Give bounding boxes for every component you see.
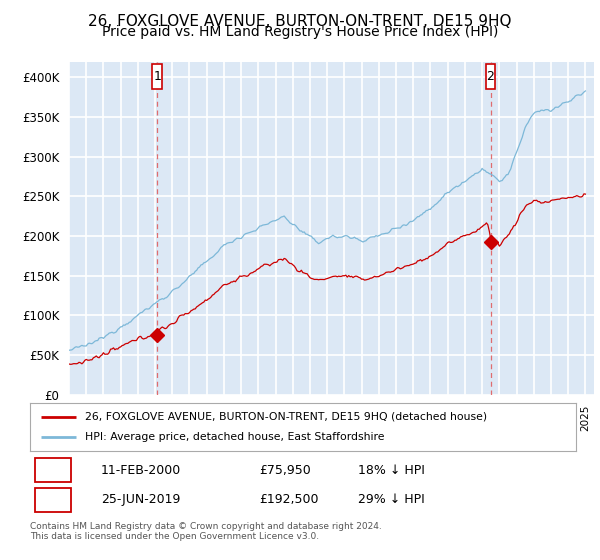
Text: This data is licensed under the Open Government Licence v3.0.: This data is licensed under the Open Gov… (30, 532, 319, 541)
Text: £75,950: £75,950 (259, 464, 311, 477)
Text: 1: 1 (153, 70, 161, 83)
Text: 18% ↓ HPI: 18% ↓ HPI (358, 464, 424, 477)
Text: Contains HM Land Registry data © Crown copyright and database right 2024.: Contains HM Land Registry data © Crown c… (30, 522, 382, 531)
Text: 29% ↓ HPI: 29% ↓ HPI (358, 493, 424, 506)
Text: 26, FOXGLOVE AVENUE, BURTON-ON-TRENT, DE15 9HQ (detached house): 26, FOXGLOVE AVENUE, BURTON-ON-TRENT, DE… (85, 412, 487, 422)
Text: Price paid vs. HM Land Registry's House Price Index (HPI): Price paid vs. HM Land Registry's House … (102, 25, 498, 39)
Text: HPI: Average price, detached house, East Staffordshire: HPI: Average price, detached house, East… (85, 432, 384, 442)
Text: 2: 2 (50, 493, 58, 506)
FancyBboxPatch shape (35, 488, 71, 512)
Text: 2: 2 (487, 70, 494, 83)
FancyBboxPatch shape (35, 459, 71, 482)
Text: 25-JUN-2019: 25-JUN-2019 (101, 493, 181, 506)
Text: 11-FEB-2000: 11-FEB-2000 (101, 464, 181, 477)
FancyBboxPatch shape (152, 64, 162, 89)
Text: 26, FOXGLOVE AVENUE, BURTON-ON-TRENT, DE15 9HQ: 26, FOXGLOVE AVENUE, BURTON-ON-TRENT, DE… (88, 14, 512, 29)
Text: £192,500: £192,500 (259, 493, 319, 506)
Text: 1: 1 (50, 464, 58, 477)
FancyBboxPatch shape (486, 64, 495, 89)
